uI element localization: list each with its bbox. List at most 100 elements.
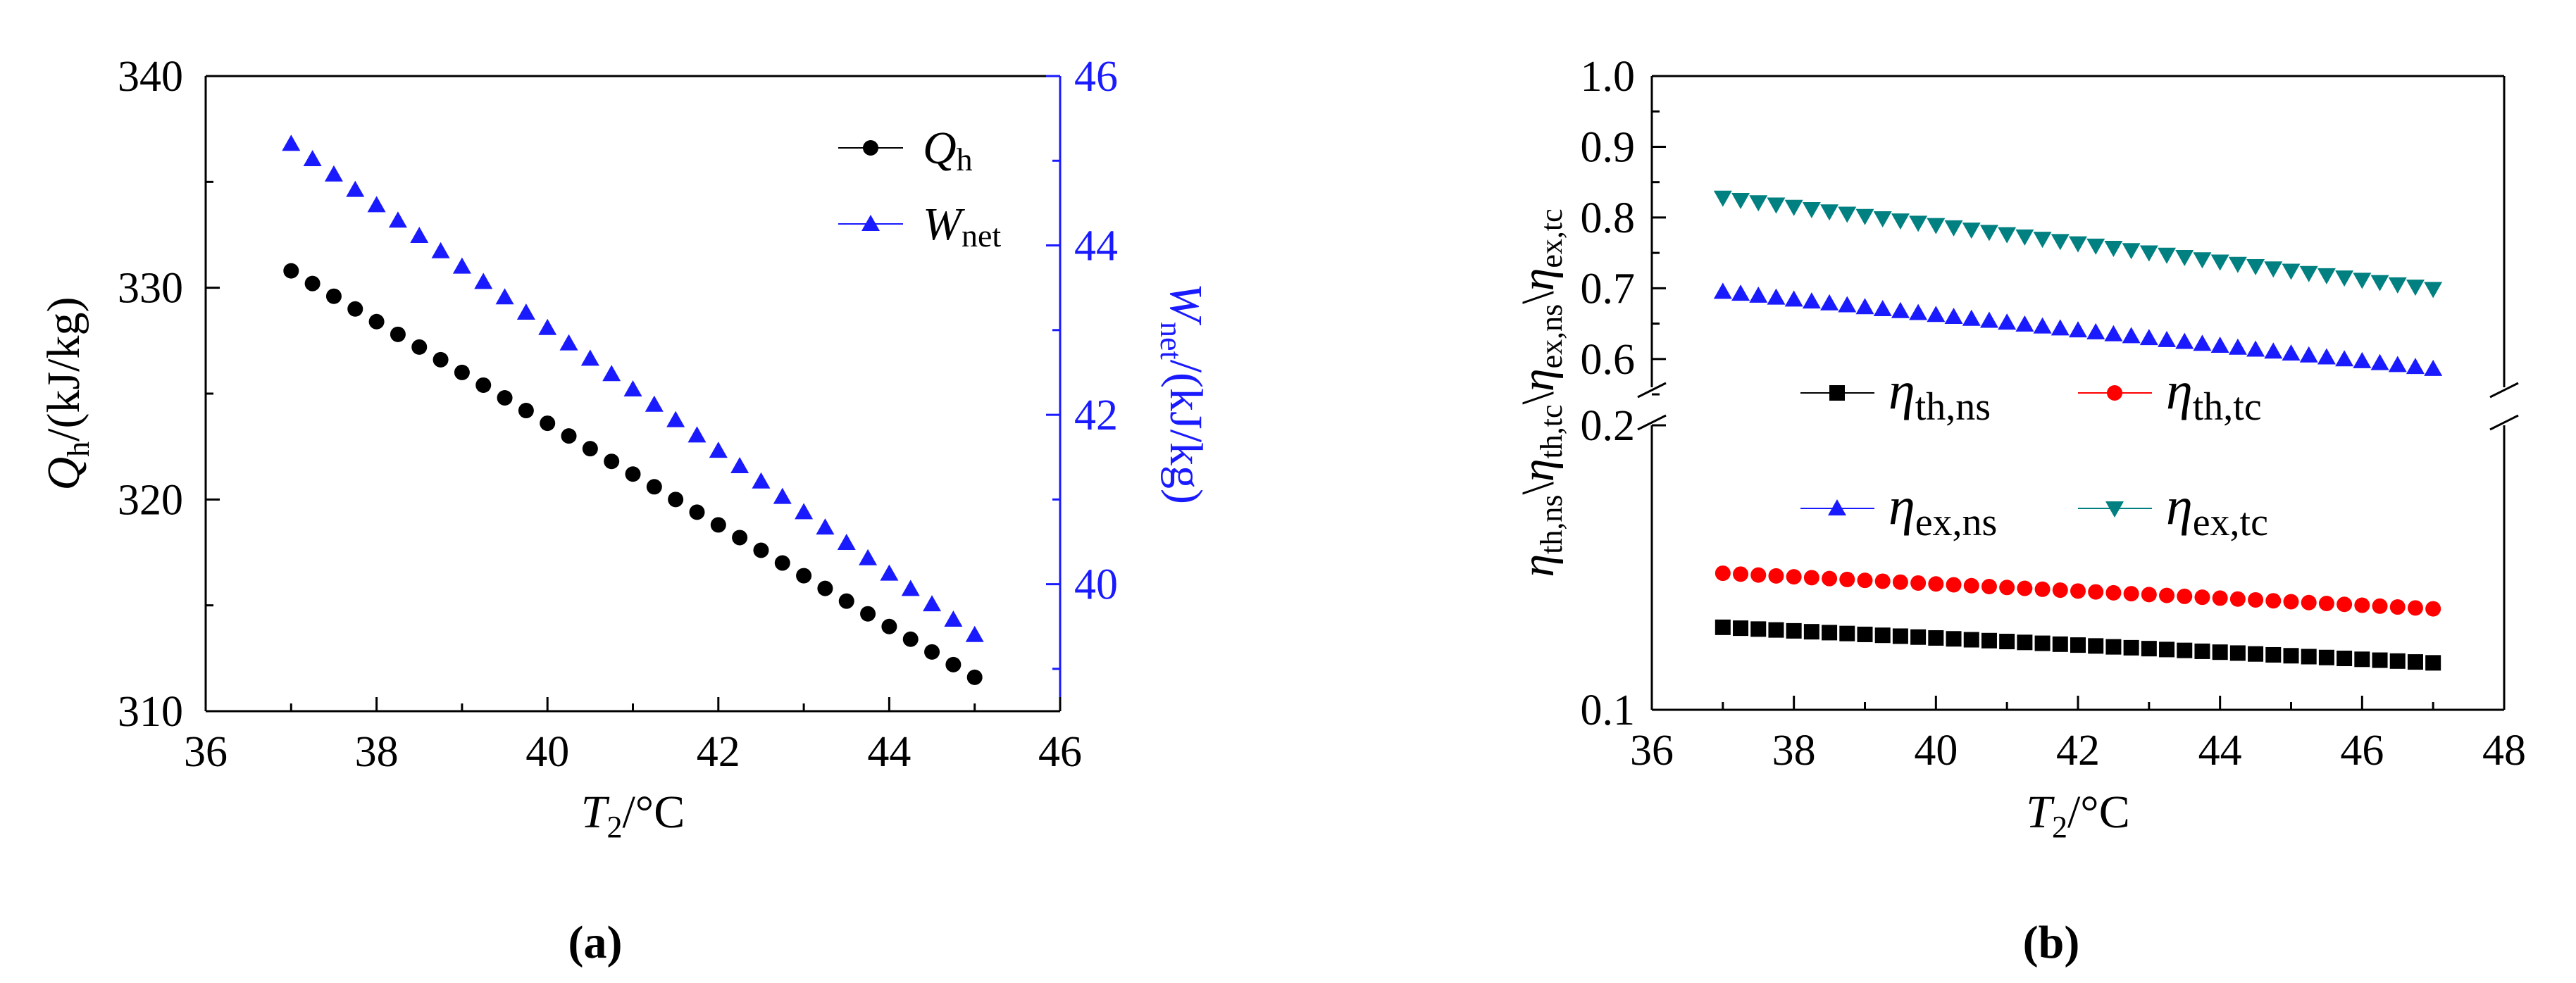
data-point-eta-ex-ns: [2370, 353, 2389, 370]
y-axis-title-subscript: th,ns: [1534, 495, 1569, 554]
data-point-q-h: [966, 669, 983, 685]
data-point-q-h: [283, 263, 299, 279]
data-point-eta-ex-ns: [1998, 313, 2017, 330]
data-point-q-h: [561, 428, 577, 444]
data-point-eta-th-tc: [2070, 583, 2086, 599]
data-point-w-net: [752, 472, 771, 489]
x-axis-title: T2/°C: [2026, 787, 2129, 844]
data-point-eta-ex-tc: [2139, 245, 2158, 262]
x-tick-label: 40: [525, 728, 569, 776]
y-axis-title-subscript: ex,tc: [1534, 208, 1569, 268]
x-tick-label: 44: [867, 728, 911, 776]
data-point-eta-th-tc: [2248, 591, 2264, 608]
data-point-w-net: [431, 242, 450, 258]
axis-break-mark: [2489, 414, 2519, 431]
x-axis-title-unit: /°C: [2067, 787, 2130, 838]
right-y-axis-title-main: W: [1160, 283, 1212, 325]
data-point-eta-ex-ns: [1909, 303, 1928, 320]
data-point-w-net: [623, 380, 642, 396]
data-point-eta-ex-ns: [2228, 338, 2247, 355]
data-point-eta-ex-tc: [1820, 204, 1839, 221]
data-point-eta-th-tc: [1786, 569, 1802, 585]
data-point-eta-ex-ns: [2282, 344, 2301, 361]
legend-marker: [1828, 499, 1846, 515]
data-point-eta-th-ns: [1786, 622, 1802, 639]
data-point-eta-th-ns: [1910, 629, 1927, 645]
right-y-tick-label: 40: [1074, 561, 1118, 609]
data-point-q-h: [475, 377, 492, 393]
data-point-eta-th-ns: [2034, 635, 2051, 651]
data-point-eta-ex-tc: [1749, 195, 1768, 212]
data-point-eta-th-ns: [1999, 634, 2015, 650]
data-point-eta-th-tc: [1803, 570, 1819, 586]
data-point-eta-ex-tc: [1713, 190, 1732, 207]
data-point-w-net: [495, 288, 514, 305]
y-tick-label: 0.2: [1581, 402, 1636, 450]
data-point-eta-th-tc: [1874, 573, 1891, 589]
data-point-q-h: [304, 275, 321, 292]
data-point-q-h: [945, 656, 962, 672]
data-point-eta-ex-ns: [1873, 300, 1892, 317]
data-point-eta-ex-ns: [2175, 332, 2194, 349]
data-point-eta-ex-tc: [1873, 211, 1892, 227]
legend-label-symbol: η: [2166, 477, 2193, 536]
data-point-eta-th-ns: [2212, 644, 2228, 660]
left-y-tick-label: 330: [118, 265, 183, 313]
data-point-q-h: [753, 542, 769, 558]
legend-label-symbol: η: [2166, 361, 2193, 420]
data-point-eta-th-ns: [2337, 651, 2353, 667]
data-point-eta-ex-ns: [2139, 329, 2158, 346]
data-point-w-net: [944, 610, 963, 627]
legend-label-subscript: ex,ns: [1915, 501, 1998, 544]
right-y-tick-label: 42: [1074, 392, 1118, 439]
data-point-eta-th-ns: [1946, 631, 1962, 647]
data-point-eta-th-tc: [2407, 600, 2423, 616]
data-point-eta-ex-ns: [1767, 288, 1786, 305]
data-point-eta-ex-ns: [1891, 301, 1910, 318]
data-point-q-h: [604, 453, 620, 470]
x-axis-title: T2/°C: [581, 787, 685, 844]
data-point-q-h: [540, 415, 556, 432]
data-point-eta-ex-ns: [1749, 286, 1768, 303]
data-point-eta-ex-ns: [1944, 307, 1963, 324]
x-axis-title-main: T: [2026, 787, 2055, 838]
data-point-eta-ex-tc: [2370, 275, 2389, 292]
data-point-eta-th-tc: [2283, 594, 2299, 610]
data-point-w-net: [923, 595, 942, 612]
data-point-eta-th-tc: [2425, 601, 2441, 617]
data-point-eta-th-ns: [2070, 637, 2086, 653]
left-y-tick-label: 310: [118, 688, 183, 736]
data-point-eta-ex-ns: [2317, 348, 2336, 365]
data-point-eta-ex-ns: [2353, 351, 2372, 368]
data-point-q-h: [582, 441, 598, 457]
data-point-eta-ex-ns: [2086, 323, 2105, 339]
data-point-eta-th-tc: [2159, 587, 2175, 603]
data-point-eta-th-ns: [2283, 648, 2299, 664]
x-tick-label: 42: [2056, 727, 2100, 775]
data-point-eta-ex-tc: [1909, 215, 1928, 232]
data-point-eta-th-tc: [1999, 580, 2015, 596]
legend-label-sub: h: [957, 142, 973, 177]
data-point-eta-th-ns: [1822, 625, 1838, 641]
data-point-eta-th-tc: [2301, 594, 2317, 611]
left-y-tick-label: 320: [118, 476, 183, 524]
y-tick-label: 0.8: [1581, 194, 1636, 242]
data-point-eta-th-tc: [1928, 576, 1944, 592]
data-point-eta-ex-tc: [2282, 263, 2301, 280]
data-point-w-net: [730, 456, 749, 473]
data-point-q-h: [454, 364, 470, 380]
right-y-axis-title-sub: net: [1154, 322, 1188, 360]
data-point-w-net: [516, 303, 535, 320]
data-point-eta-th-ns: [1733, 620, 1749, 637]
data-point-eta-th-ns: [2301, 649, 2317, 665]
data-point-eta-th-tc: [1946, 577, 1962, 593]
data-point-eta-th-tc: [2212, 590, 2228, 606]
data-point-eta-ex-ns: [2051, 319, 2070, 336]
data-point-eta-th-ns: [1839, 625, 1855, 641]
data-point-w-net: [346, 180, 365, 197]
left-y-axis-title: Qh/(kJ/kg): [38, 297, 96, 491]
data-point-eta-th-ns: [2194, 643, 2210, 659]
data-point-eta-ex-ns: [2104, 325, 2123, 342]
legend-label: ηth,tc: [2166, 361, 2262, 429]
data-point-eta-ex-ns: [2033, 317, 2052, 334]
